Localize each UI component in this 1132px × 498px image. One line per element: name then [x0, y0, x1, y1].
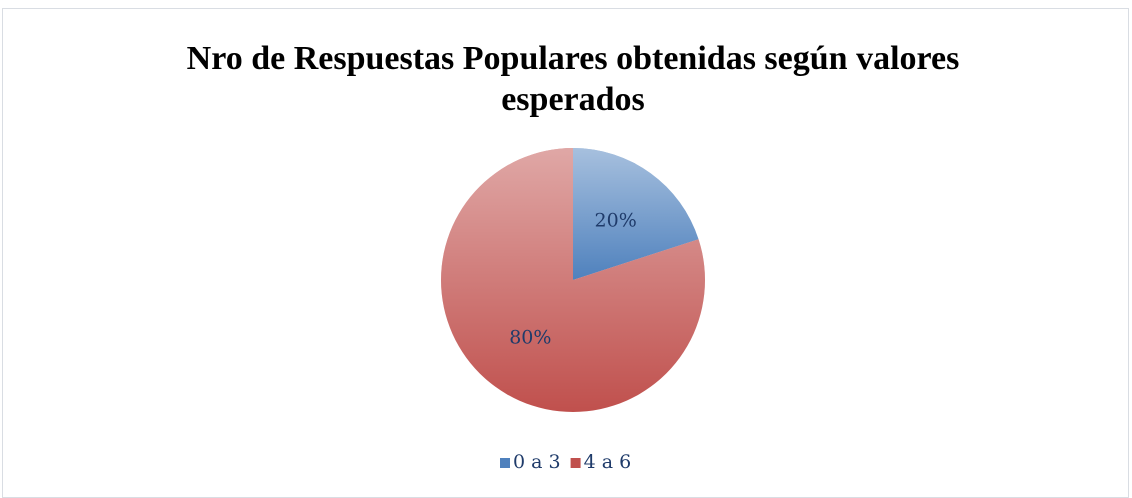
slice-shade	[441, 148, 706, 412]
legend-label: 0 a 3	[513, 451, 561, 473]
chart-title: Nro de Respuestas Populares obtenidas se…	[186, 40, 960, 118]
legend-swatch	[570, 458, 581, 468]
slice-shade	[573, 148, 699, 280]
data-label: 80%	[509, 327, 551, 349]
data-label: 20%	[595, 209, 637, 231]
legend-swatch	[500, 458, 510, 468]
legend-label: 4 a 6	[584, 451, 632, 473]
